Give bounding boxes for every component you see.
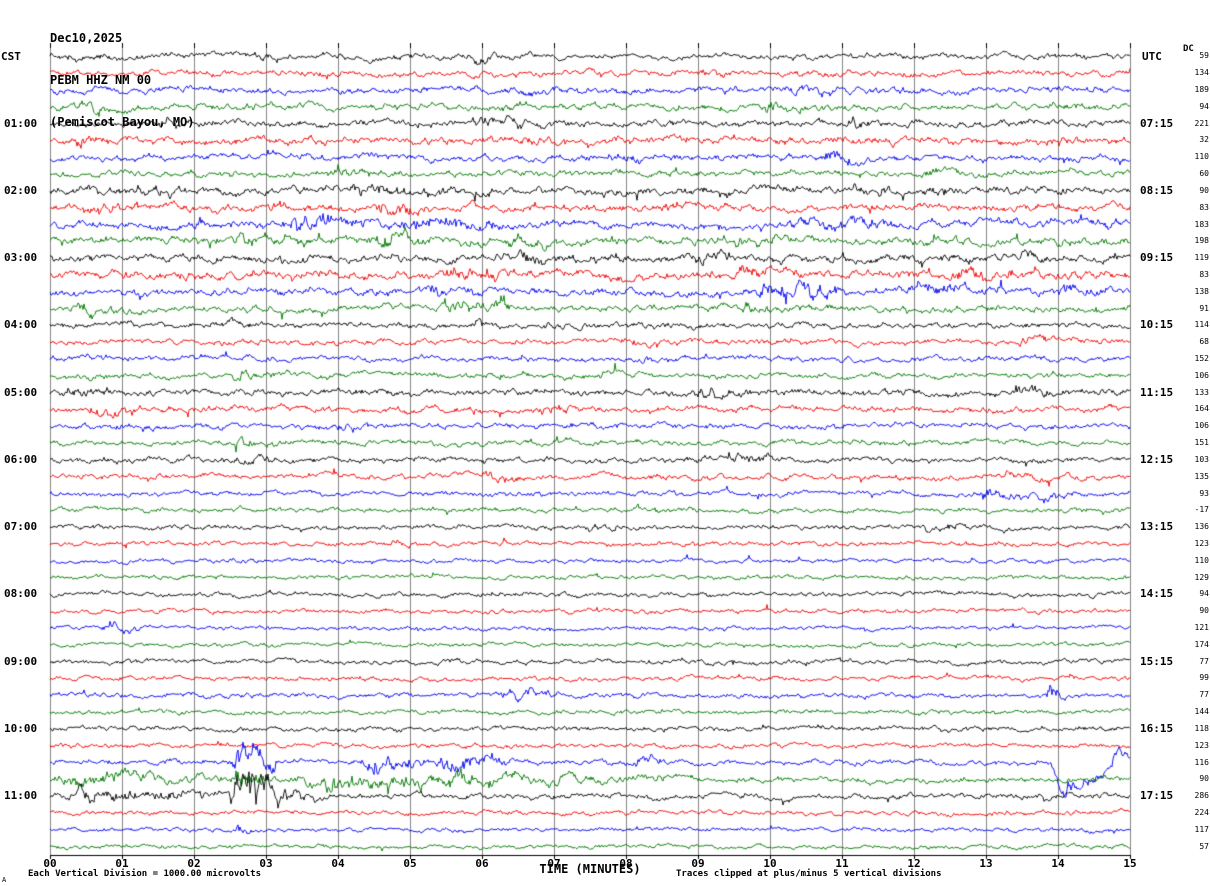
- header-date: Dec10,2025: [50, 31, 123, 45]
- corner-mark: A: [2, 876, 7, 884]
- header-station: PEBM HHZ NM 00: [50, 73, 152, 87]
- left-axis-title-cst: CST: [1, 50, 21, 63]
- dc-axis-title: DC: [1183, 44, 1194, 54]
- header-location: (Pemiscot Bayou, MO): [50, 115, 195, 129]
- x-axis-title: TIME (MINUTES): [539, 862, 641, 876]
- header: Dec10,2025 PEBM HHZ NM 00 (Pemiscot Bayo…: [50, 3, 195, 157]
- scale-note: Each Vertical Division = 1000.00 microvo…: [28, 869, 261, 879]
- right-axis-title-utc: UTC: [1142, 50, 1162, 63]
- clip-note: Traces clipped at plus/minus 5 vertical …: [676, 869, 942, 879]
